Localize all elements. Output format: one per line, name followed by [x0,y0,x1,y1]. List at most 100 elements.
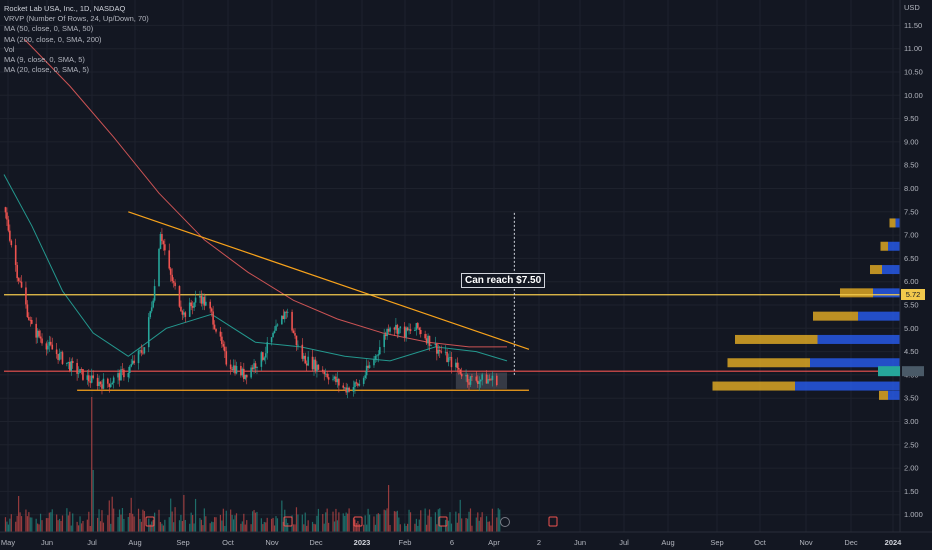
volume-bar [436,524,438,532]
volume-bar [31,517,33,532]
volume-bar [366,524,368,532]
candle-body [130,364,133,367]
volume-bar [379,514,381,532]
candle-body [424,334,426,339]
volume-bar [357,521,359,532]
candle-body [469,376,472,385]
candle-body [466,374,469,383]
volume-bar [132,513,134,532]
candle-body [149,311,152,318]
volume-bar [102,522,105,532]
candle-body [253,363,255,370]
candle-body [283,311,286,320]
volume-bar [246,520,248,532]
time-tick-label: 2024 [885,538,903,547]
candle-body [66,362,68,364]
candle-body [487,379,489,384]
volume-bar [174,507,176,532]
candle-body [150,307,153,312]
volume-bar [415,518,417,532]
volume-bar [25,509,27,532]
legend-line: MA (50, close, 0, SMA, 50) [4,24,94,34]
candle-body [28,317,30,320]
price-tick-label: 8.50 [904,161,919,170]
volume-bar [230,509,232,532]
price-tick-label: 2.00 [904,464,919,473]
candle-body [275,325,277,331]
volume-bar [326,508,328,532]
time-tick-label: Dec [844,538,858,547]
volume-bar [173,522,175,532]
candle-body [335,376,337,383]
volume-bar [399,524,401,532]
volume-bar [243,513,245,532]
candle-body [449,356,451,358]
volume-bar [39,513,42,532]
time-tick-label: 2 [537,538,541,547]
volume-bar [99,521,102,532]
candle-body [262,352,264,360]
event-markers [145,516,558,527]
candle-body [342,385,345,388]
volume-bar [118,509,121,532]
volume-bar [159,521,162,532]
volume-bar [285,518,287,532]
time-axis[interactable]: May Jun Jul Aug Sep Oct Nov Dec 2023 Feb 6 Apr 2 Jun J… [0,531,932,550]
candle-body [88,375,90,382]
candle-body [436,343,438,354]
volume-bar [9,518,11,532]
candle-body [455,362,457,368]
candle-body [364,375,366,379]
time-tick-label: Jun [41,538,53,547]
volume-bar [92,470,94,532]
volume-bar [253,509,255,532]
candle-body [98,381,100,387]
volume-bar [58,518,61,532]
candle-body [314,359,317,372]
volume-profile-down [712,381,795,391]
candle-body [16,264,18,279]
volume-profile-down [813,311,858,321]
volume-bar [123,518,125,532]
price-axis[interactable]: 11.50 11.00 10.50 10.00 9.50 9.00 8.50 8.00 7.50… [878,0,932,550]
volume-bar [304,512,306,532]
volume-bar [139,518,141,532]
candle-body [180,306,182,312]
candle-body [266,342,269,354]
candle-body [323,371,326,375]
volume-bar [219,514,222,532]
trendline [128,211,530,350]
candle-body [55,349,58,355]
volume-bar [121,507,124,532]
candle-body [102,378,105,389]
price-tick-label: 2.50 [904,440,919,449]
volume-bar [77,525,80,532]
candle-body [108,383,111,387]
volume-bar [50,512,52,532]
volume-bar [143,511,145,532]
candle-body [395,324,397,330]
volume-profile-up [895,218,900,228]
volume-bar [276,518,279,532]
price-tick-label: 1.000 [904,510,923,519]
candle-body [181,311,184,315]
candle-body [169,268,172,275]
candle-body [137,350,140,364]
candle-body [326,373,328,378]
candle-body [117,373,119,378]
price-tick-label: 9.00 [904,137,919,146]
candle-body [345,387,347,393]
candle-body [76,362,78,374]
price-tick-label: 6.50 [904,254,919,263]
candle-body [184,312,187,317]
volume-bar [120,514,122,532]
candle-body [285,311,288,313]
candle-body [48,341,51,346]
candle-body [446,351,448,362]
time-tick-label: Feb [399,538,412,547]
candle-body [158,248,160,287]
volume-bar [101,510,103,532]
candle-body [304,355,307,364]
legend-line: VRVP (Number Of Rows, 24, Up/Down, 70) [4,14,149,24]
